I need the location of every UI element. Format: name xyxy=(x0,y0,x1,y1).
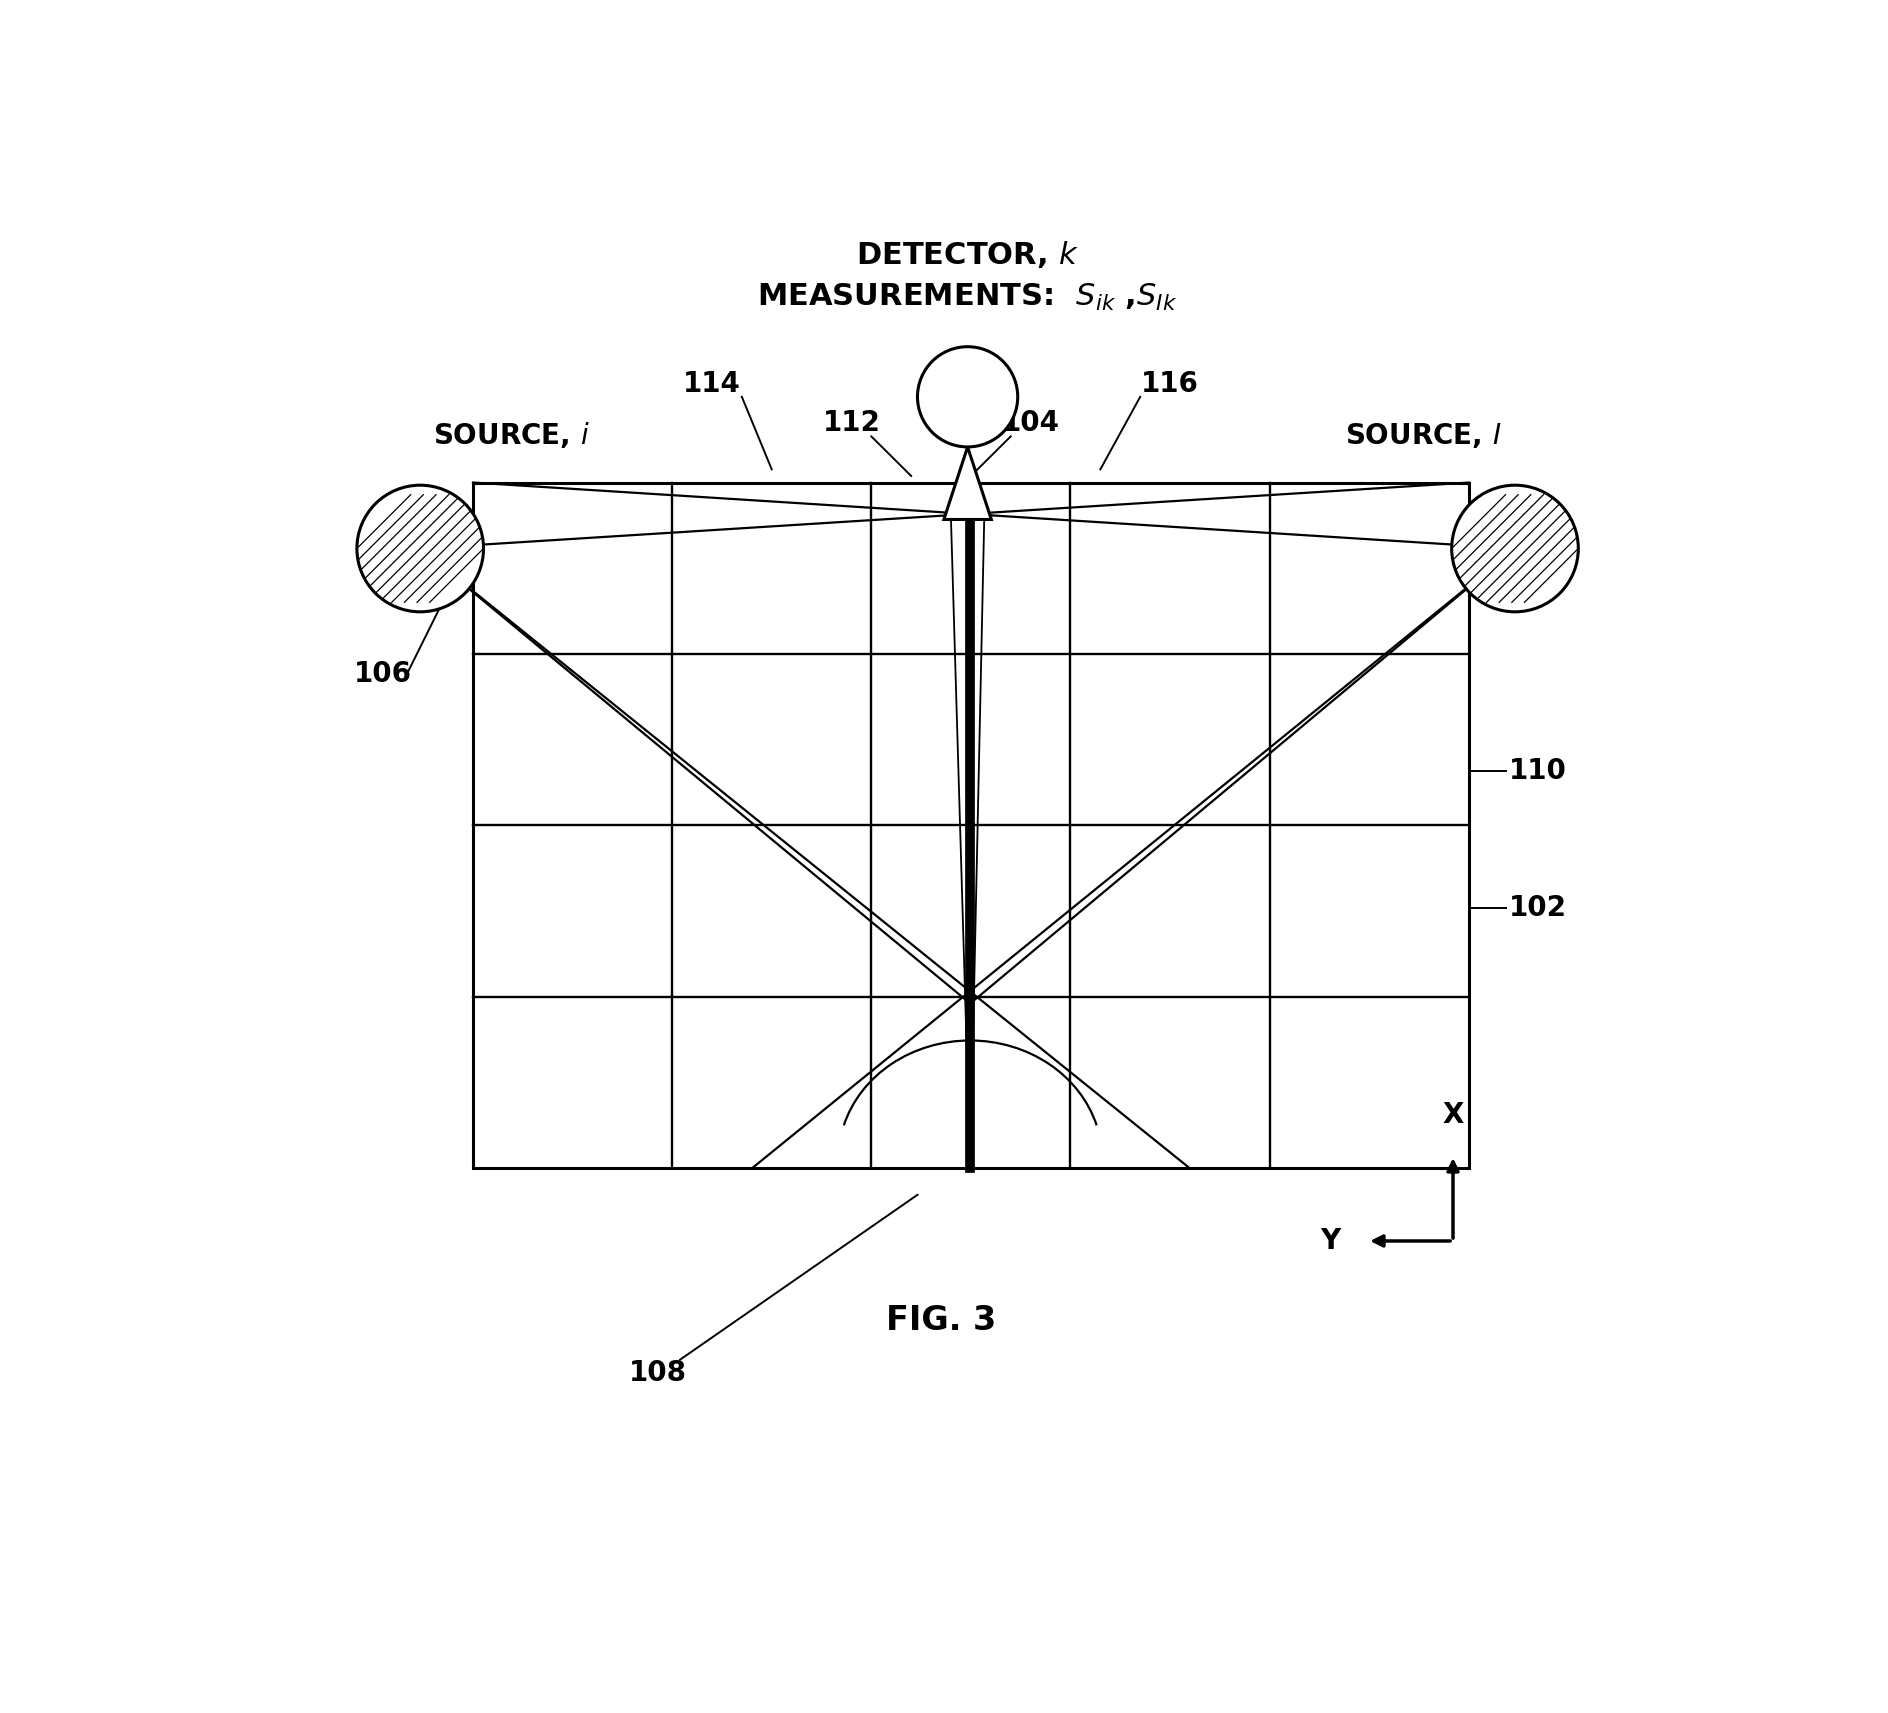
Text: FIG. 3: FIG. 3 xyxy=(885,1304,997,1336)
Polygon shape xyxy=(944,447,991,519)
Circle shape xyxy=(1452,485,1578,612)
Text: Y: Y xyxy=(1320,1227,1340,1256)
Circle shape xyxy=(357,485,483,612)
Text: 114: 114 xyxy=(683,370,740,397)
Text: SOURCE, $i$: SOURCE, $i$ xyxy=(434,420,589,449)
Text: 104: 104 xyxy=(1003,409,1059,437)
Text: DETECTOR, $k$: DETECTOR, $k$ xyxy=(855,238,1080,269)
Text: X: X xyxy=(1442,1101,1463,1129)
Circle shape xyxy=(918,346,1018,447)
Text: 112: 112 xyxy=(823,409,880,437)
Text: 110: 110 xyxy=(1509,757,1567,785)
Text: 108: 108 xyxy=(629,1358,687,1388)
Text: SOURCE, $I$: SOURCE, $I$ xyxy=(1346,421,1501,449)
Text: MEASUREMENTS:  $S_{ik}$ ,$S_{Ik}$: MEASUREMENTS: $S_{ik}$ ,$S_{Ik}$ xyxy=(757,283,1178,313)
Text: 106: 106 xyxy=(355,660,412,689)
Bar xyxy=(474,483,1469,1168)
Text: 116: 116 xyxy=(1140,370,1199,397)
Text: 102: 102 xyxy=(1509,894,1567,922)
